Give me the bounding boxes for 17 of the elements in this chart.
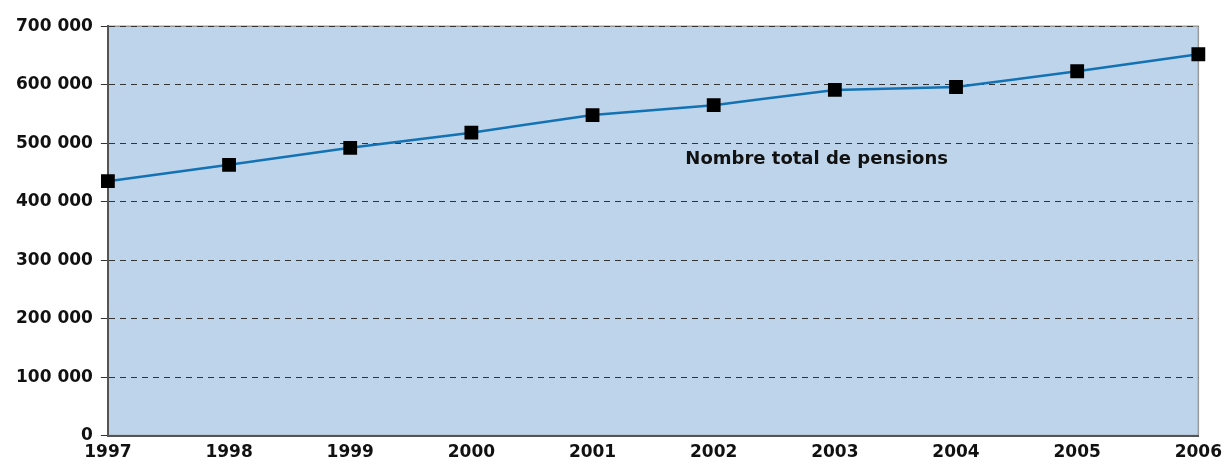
y-tick-label: 600 000 — [16, 73, 94, 94]
y-tick-label: 700 000 — [16, 14, 94, 35]
x-tick-label: 2003 — [811, 441, 859, 462]
x-tick-label: 1998 — [205, 441, 253, 462]
x-tick-label: 1999 — [326, 441, 374, 462]
text: Nombre total de pensions — [685, 146, 948, 168]
x-tick-label: 2000 — [447, 441, 496, 462]
y-tick-label: 100 000 — [16, 365, 94, 386]
x-tick-label: 2006 — [1174, 441, 1223, 462]
x-tick-label: 2002 — [690, 441, 738, 462]
y-tick-label: 300 000 — [16, 248, 94, 269]
y-tick-label: 200 000 — [16, 307, 94, 328]
x-tick-label: 2005 — [1053, 441, 1101, 462]
x-tick-label: 2001 — [568, 441, 617, 462]
y-tick-label: 500 000 — [16, 131, 94, 152]
y-tick-label: 400 000 — [16, 190, 94, 211]
x-tick-label: 2004 — [932, 441, 980, 462]
